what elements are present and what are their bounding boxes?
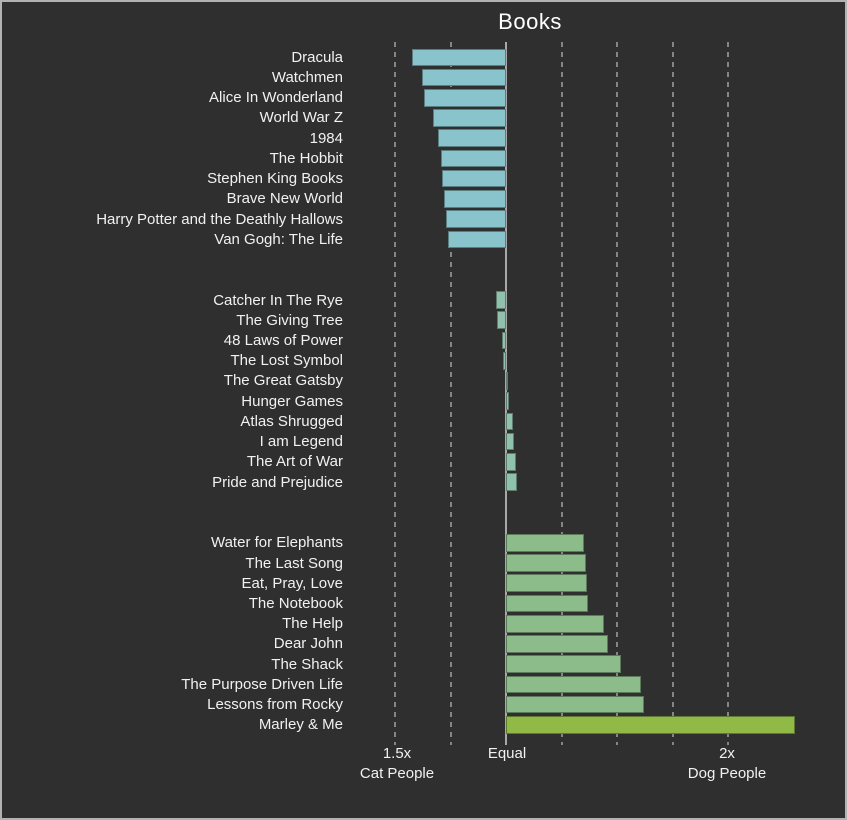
category-label: World War Z: [259, 109, 343, 127]
bar: [423, 88, 506, 107]
bar: [432, 109, 506, 127]
category-label: Alice In Wonderland: [209, 89, 343, 107]
category-label: Hunger Games: [241, 392, 343, 410]
gridline-dashed: [727, 42, 729, 745]
axis-label-equal: Equal: [488, 744, 526, 764]
category-label: Harry Potter and the Deathly Hallows: [96, 210, 343, 228]
category-label: The Shack: [271, 655, 343, 673]
category-label: I am Legend: [259, 433, 343, 451]
bar: [506, 473, 518, 491]
bar: [438, 129, 506, 147]
bar: [506, 635, 609, 653]
category-label: Eat, Pray, Love: [241, 574, 343, 592]
category-label: Dracula: [291, 48, 343, 66]
gridline-dashed: [671, 42, 674, 745]
bar: [503, 351, 506, 370]
bar: [506, 392, 510, 410]
bar: [497, 311, 506, 330]
category-label: The Lost Symbol: [230, 352, 343, 370]
category-label: Pride and Prejudice: [212, 473, 343, 491]
gridline-dashed: [449, 42, 452, 745]
category-label: The Help: [282, 615, 343, 633]
category-label: Dear John: [273, 635, 343, 653]
axis-tick-value: 1.5x: [382, 745, 412, 762]
category-label: 48 Laws of Power: [223, 332, 343, 350]
category-label: Stephen King Books: [207, 170, 343, 188]
bar: [506, 534, 584, 552]
axis-tick-caption: Dog People: [687, 764, 767, 782]
category-label: The Last Song: [245, 554, 343, 572]
bar: [421, 68, 506, 87]
category-label: Marley & Me: [258, 716, 343, 734]
gridline-dashed: [394, 42, 396, 745]
category-label: Catcher In The Rye: [213, 291, 343, 309]
axis-label-cat-people: 1.5x Cat People: [360, 744, 434, 783]
bar: [506, 614, 604, 633]
bar: [443, 190, 506, 208]
axis-tick-value: 2x: [719, 745, 735, 762]
category-label: Brave New World: [226, 190, 343, 208]
gridline-dashed: [560, 42, 563, 745]
bar: [441, 169, 506, 188]
bar: [506, 574, 588, 593]
category-label: Atlas Shrugged: [240, 412, 343, 430]
bar-highlight: [506, 716, 795, 734]
bar: [506, 432, 514, 451]
category-label: Water for Elephants: [210, 534, 343, 552]
category-label: Van Gogh: The Life: [214, 230, 343, 248]
bar: [411, 48, 506, 67]
bar: [506, 594, 589, 613]
bar: [506, 412, 513, 431]
bar: [506, 655, 622, 673]
bar: [506, 453, 516, 471]
bar: [506, 554, 586, 572]
gridline-dashed: [616, 42, 618, 745]
bar: [506, 675, 642, 694]
bar: [440, 149, 506, 168]
axis-tick-value: Equal: [487, 745, 527, 762]
category-label: The Giving Tree: [236, 311, 343, 329]
bar: [501, 331, 506, 350]
category-label: The Great Gatsby: [223, 372, 343, 390]
bar: [446, 210, 506, 228]
category-label: Lessons from Rocky: [207, 696, 343, 714]
category-label: The Notebook: [248, 595, 343, 612]
bar: [495, 291, 506, 309]
category-label: 1984: [309, 129, 343, 147]
category-label: The Purpose Driven Life: [181, 675, 343, 693]
chart-title: Books: [498, 9, 562, 34]
bar: [448, 230, 506, 249]
category-label: The Art of War: [246, 453, 343, 471]
bar: [506, 695, 644, 714]
bar: [506, 372, 508, 390]
category-label: Watchmen: [271, 69, 343, 87]
axis-label-dog-people: 2x Dog People: [688, 744, 766, 783]
axis-tick-caption: Cat People: [359, 764, 435, 782]
category-label: The Hobbit: [269, 149, 343, 167]
